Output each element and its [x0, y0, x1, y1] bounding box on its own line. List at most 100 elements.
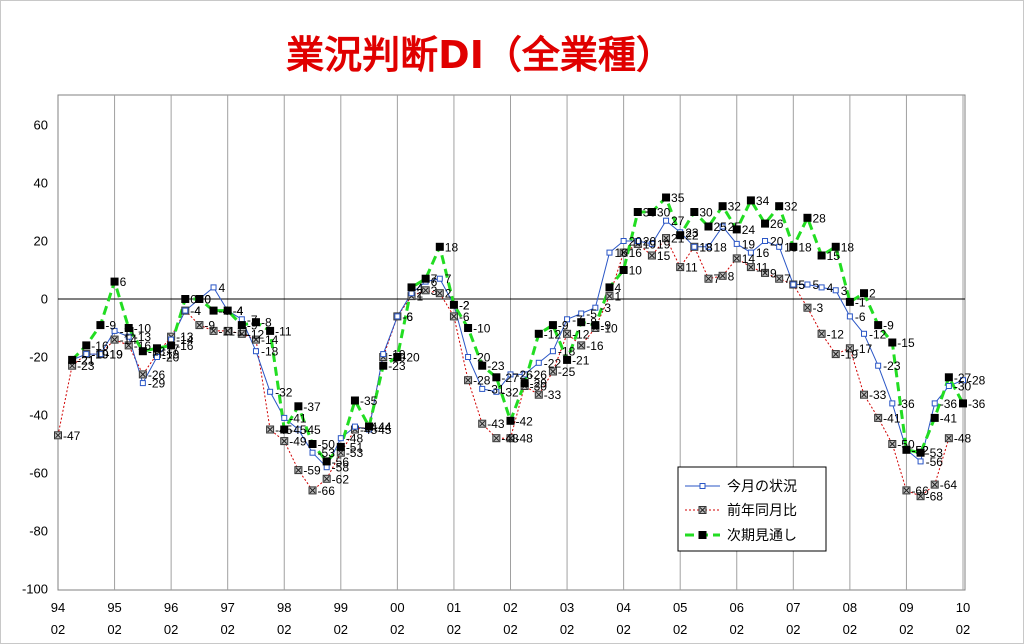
data-label-current: -23 [883, 359, 901, 373]
marker-forecast [223, 306, 232, 315]
data-label-current: 16 [614, 246, 628, 260]
data-label-current: -41 [289, 411, 307, 425]
marker-yoy-cross [748, 264, 754, 270]
marker-yoy [577, 341, 586, 350]
data-label-current: -52 [911, 443, 929, 457]
data-label-forecast: 0 [190, 293, 197, 307]
data-label-current: -32 [275, 385, 293, 399]
data-label-current: -2 [459, 298, 470, 312]
data-label-forecast: 28 [812, 211, 826, 225]
data-label-yoy: 16 [629, 246, 643, 260]
marker-yoy [563, 329, 572, 338]
marker-current [606, 249, 613, 256]
marker-current [408, 290, 415, 297]
marker-current [493, 388, 500, 395]
marker-yoy-cross [267, 426, 273, 433]
marker-yoy-cross [281, 438, 288, 444]
marker-forecast [68, 355, 77, 364]
marker-yoy [449, 312, 458, 321]
data-label-forecast: 35 [671, 191, 685, 205]
legend-marker-yoy-cross [699, 507, 706, 513]
marker-forecast [775, 202, 784, 211]
marker-yoy-cross [139, 371, 146, 378]
data-label-current: -45 [303, 423, 321, 437]
data-label-yoy: 8 [728, 269, 735, 283]
data-label-current: -12 [869, 327, 887, 341]
marker-yoy [492, 434, 501, 443]
data-label-forecast: 32 [728, 200, 742, 214]
x-tick-year: 05 [673, 600, 687, 615]
data-label-current: 23 [685, 226, 699, 240]
marker-yoy [619, 248, 628, 257]
marker-current [267, 388, 274, 395]
marker-yoy-cross [323, 475, 330, 482]
marker-forecast [732, 225, 741, 234]
marker-forecast [195, 295, 204, 303]
marker-forecast [152, 344, 161, 353]
data-label-yoy: -12 [572, 327, 590, 341]
data-label-forecast: -21 [77, 353, 95, 367]
data-label-yoy: -3 [812, 301, 823, 315]
marker-current [295, 426, 302, 433]
data-label-yoy: -25 [558, 365, 576, 379]
marker-yoy [294, 466, 303, 475]
marker-forecast [167, 341, 176, 350]
marker-yoy [464, 376, 473, 385]
legend-label-current: 今月の状況 [727, 479, 797, 495]
data-label-yoy: 2 [445, 287, 452, 301]
marker-forecast [336, 442, 345, 451]
marker-current [620, 238, 627, 244]
y-tick-label: -80 [29, 524, 48, 539]
data-label-yoy: -49 [289, 435, 307, 449]
legend-marker-forecast [698, 531, 707, 539]
data-label-forecast: -53 [926, 446, 944, 460]
data-label-forecast: -12 [544, 327, 562, 341]
data-label-current: -21 [77, 353, 95, 367]
data-label-forecast: -51 [346, 440, 364, 454]
data-label-forecast: -9 [883, 319, 894, 333]
data-label-forecast: 30 [643, 206, 657, 220]
marker-yoy-cross [677, 264, 684, 270]
data-label-forecast: 18 [445, 240, 459, 254]
data-label-yoy: -33 [544, 388, 562, 402]
data-label-yoy: -11 [219, 324, 236, 338]
data-label-current: 25 [728, 220, 742, 234]
marker-forecast [464, 324, 473, 332]
marker-yoy-cross [847, 345, 853, 352]
marker-current [634, 238, 641, 244]
y-tick-label: -20 [29, 350, 48, 365]
x-tick-month: 02 [956, 622, 970, 637]
marker-yoy-cross [917, 493, 924, 500]
x-tick-year: 03 [560, 600, 574, 615]
data-label-forecast: 25 [713, 220, 727, 234]
marker-yoy-cross [465, 377, 471, 384]
data-label-current: -7 [247, 313, 258, 327]
data-label-forecast: -56 [332, 455, 350, 469]
data-label-forecast: 24 [742, 223, 756, 237]
marker-current [380, 351, 387, 358]
marker-yoy [124, 341, 133, 350]
marker-yoy-cross [125, 342, 132, 349]
data-label-current: -20 [162, 351, 180, 365]
marker-current [719, 223, 726, 230]
marker-forecast [393, 353, 402, 361]
data-label-current: -11 [120, 324, 137, 338]
data-label-forecast: -45 [289, 423, 307, 437]
data-label-current: 18 [784, 240, 798, 254]
data-label-current: -19 [91, 348, 109, 362]
marker-yoy-cross [861, 391, 867, 398]
marker-forecast [138, 347, 147, 356]
data-label-yoy: -13 [176, 330, 194, 344]
data-label-yoy: 5 [798, 278, 805, 292]
marker-forecast [449, 300, 458, 309]
chart-title: 業況判断DI（全業種） [286, 33, 674, 77]
data-label-yoy: -14 [261, 333, 279, 347]
legend-item-yoy: 前年同月比 [685, 502, 797, 519]
marker-current [776, 243, 783, 250]
marker-yoy-cross [436, 290, 443, 297]
grid-lines [114, 95, 964, 590]
marker-current [281, 414, 288, 421]
marker-forecast [718, 202, 727, 211]
marker-forecast [874, 321, 883, 330]
marker-forecast [817, 251, 826, 260]
